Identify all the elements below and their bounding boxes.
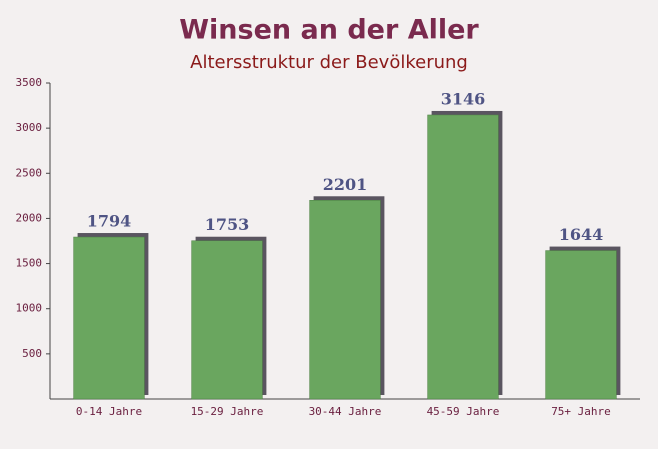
x-tick-label: 75+ Jahre <box>551 405 611 418</box>
value-label: 1644 <box>559 225 604 244</box>
bar <box>545 250 617 400</box>
y-tick-label: 3500 <box>16 76 43 89</box>
bar <box>191 240 263 400</box>
y-tick-label: 2000 <box>16 211 43 224</box>
x-tick-label: 30-44 Jahre <box>309 405 382 418</box>
x-tick-label: 15-29 Jahre <box>191 405 264 418</box>
y-tick-label: 2500 <box>16 166 43 179</box>
chart-title: Winsen an der Aller <box>179 15 479 46</box>
chart-subtitle: Altersstruktur der Bevölkerung <box>190 52 468 73</box>
bar <box>309 200 381 400</box>
value-label: 3146 <box>441 89 486 108</box>
value-label: 1794 <box>87 212 132 231</box>
y-tick-label: 3000 <box>16 121 43 134</box>
value-label: 2201 <box>323 175 368 194</box>
value-label: 1753 <box>205 215 250 234</box>
x-tick-label: 0-14 Jahre <box>76 405 142 418</box>
y-tick-label: 1500 <box>16 257 43 270</box>
y-tick-label: 500 <box>22 347 42 360</box>
y-tick-label: 1000 <box>16 302 43 315</box>
bar <box>427 114 499 400</box>
bar <box>73 236 145 400</box>
x-tick-label: 45-59 Jahre <box>427 405 500 418</box>
